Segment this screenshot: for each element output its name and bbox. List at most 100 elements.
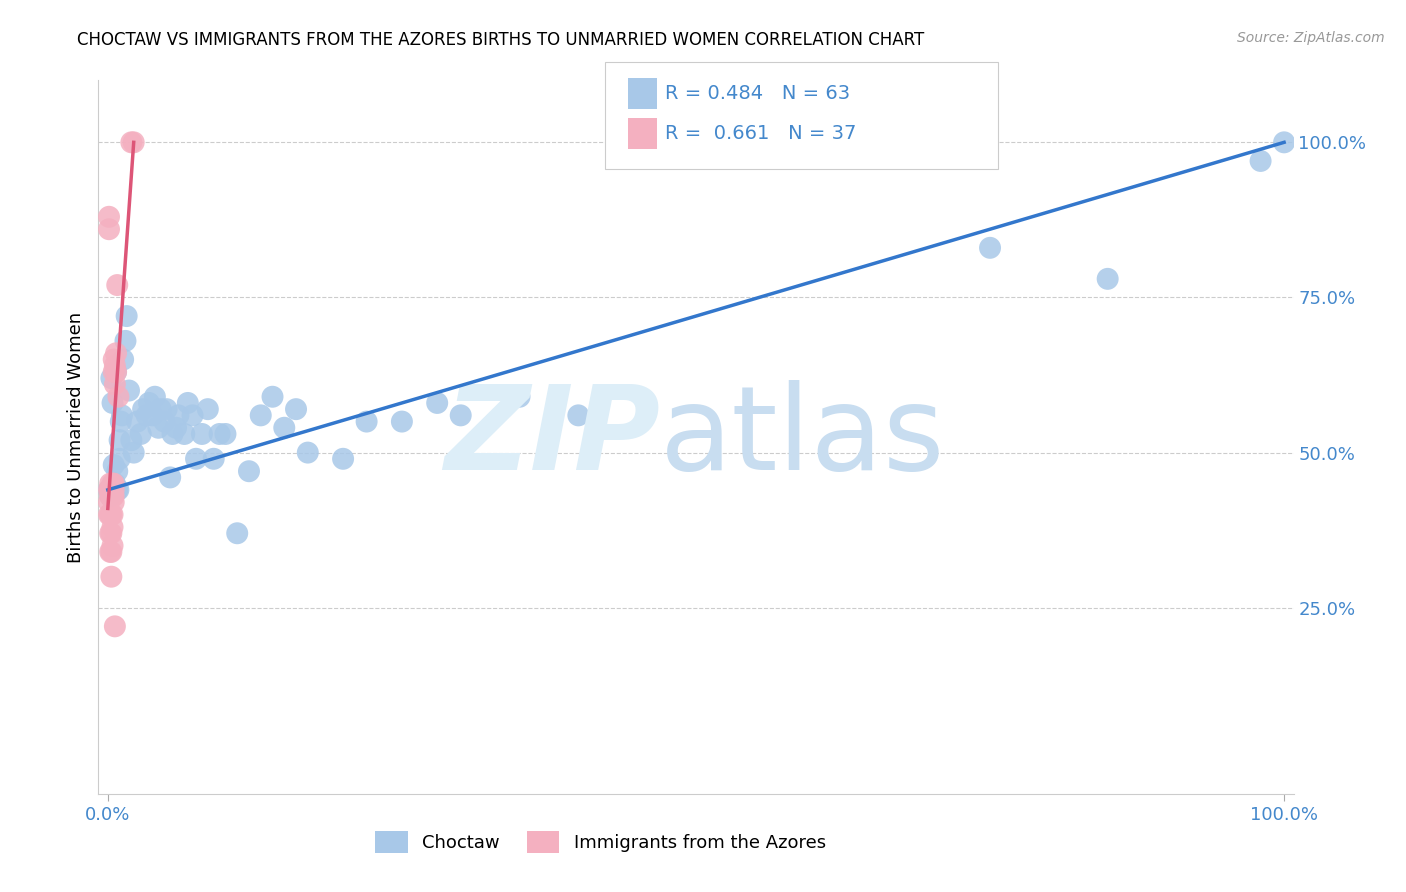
Point <box>108 433 131 447</box>
Text: CHOCTAW VS IMMIGRANTS FROM THE AZORES BIRTHS TO UNMARRIED WOMEN CORRELATION CHAR: CHOCTAW VS IMMIGRANTS FROM THE AZORES BI… <box>77 31 925 49</box>
Point <box>356 415 378 429</box>
Point <box>101 508 124 522</box>
Point <box>98 526 121 541</box>
Text: R = 0.484   N = 63: R = 0.484 N = 63 <box>665 84 851 103</box>
Point <box>107 390 129 404</box>
Point <box>1272 136 1295 150</box>
Point <box>226 526 249 541</box>
Point <box>104 476 127 491</box>
Point <box>103 483 125 497</box>
Point <box>202 451 225 466</box>
Point <box>148 421 170 435</box>
Point <box>122 445 145 459</box>
Point <box>135 409 157 423</box>
Point <box>114 334 136 348</box>
Point <box>105 464 128 478</box>
Point <box>98 489 121 503</box>
Point <box>98 222 121 236</box>
Point <box>98 545 121 559</box>
Point <box>100 570 122 584</box>
Point <box>104 619 127 633</box>
Point <box>1097 272 1119 286</box>
Point <box>120 136 142 150</box>
Point <box>100 508 122 522</box>
Point <box>173 427 195 442</box>
Point <box>98 495 121 509</box>
Point <box>112 352 135 367</box>
Point <box>98 508 121 522</box>
Point <box>98 489 121 503</box>
Point <box>103 495 125 509</box>
Point <box>567 409 589 423</box>
Point <box>103 489 125 503</box>
Point <box>103 352 125 367</box>
Point <box>101 396 124 410</box>
Point <box>98 210 121 224</box>
Point <box>149 402 172 417</box>
Text: Source: ZipAtlas.com: Source: ZipAtlas.com <box>1237 31 1385 45</box>
Point <box>156 402 179 417</box>
Point <box>167 409 190 423</box>
Point <box>115 309 138 323</box>
Point <box>122 136 145 150</box>
Point <box>249 409 271 423</box>
Point <box>98 476 121 491</box>
Point <box>105 483 128 497</box>
Legend: Choctaw, Immigrants from the Azores: Choctaw, Immigrants from the Azores <box>368 823 832 860</box>
Point <box>509 390 531 404</box>
Point <box>107 483 129 497</box>
Point <box>391 415 413 429</box>
Point <box>104 377 127 392</box>
Point <box>191 427 214 442</box>
Text: atlas: atlas <box>661 380 945 494</box>
Point <box>100 371 122 385</box>
Point <box>177 396 200 410</box>
Point <box>105 278 128 293</box>
Point <box>979 241 1001 255</box>
Point <box>101 489 124 503</box>
Point <box>98 483 121 497</box>
Point <box>184 451 207 466</box>
Point <box>132 402 155 417</box>
Point <box>273 421 295 435</box>
Point <box>138 396 160 410</box>
Point <box>110 415 132 429</box>
Point <box>98 483 121 497</box>
Text: R =  0.661   N = 37: R = 0.661 N = 37 <box>665 124 856 143</box>
Point <box>108 451 131 466</box>
Point <box>105 346 128 360</box>
Point <box>120 433 142 447</box>
Point <box>153 415 176 429</box>
Point <box>141 409 163 423</box>
Point <box>127 415 149 429</box>
Point <box>238 464 260 478</box>
Point <box>165 421 187 435</box>
Point <box>101 520 124 534</box>
Point <box>181 409 204 423</box>
Point <box>100 483 122 497</box>
Point <box>105 365 128 379</box>
Y-axis label: Births to Unmarried Women: Births to Unmarried Women <box>66 311 84 563</box>
Point <box>129 427 152 442</box>
Point <box>143 390 166 404</box>
Point <box>98 508 121 522</box>
Point <box>118 384 141 398</box>
Point <box>197 402 219 417</box>
Point <box>103 458 125 472</box>
Point <box>100 526 122 541</box>
Point <box>332 451 354 466</box>
Point <box>208 427 231 442</box>
Point <box>100 545 122 559</box>
Point <box>450 409 472 423</box>
Point <box>101 539 124 553</box>
Point <box>103 483 125 497</box>
Point <box>214 427 236 442</box>
Point <box>1250 153 1272 168</box>
Point <box>104 359 127 373</box>
Point <box>262 390 284 404</box>
Point <box>103 365 125 379</box>
Point <box>100 489 122 503</box>
Point <box>111 409 134 423</box>
Point <box>285 402 308 417</box>
Point <box>98 483 121 497</box>
